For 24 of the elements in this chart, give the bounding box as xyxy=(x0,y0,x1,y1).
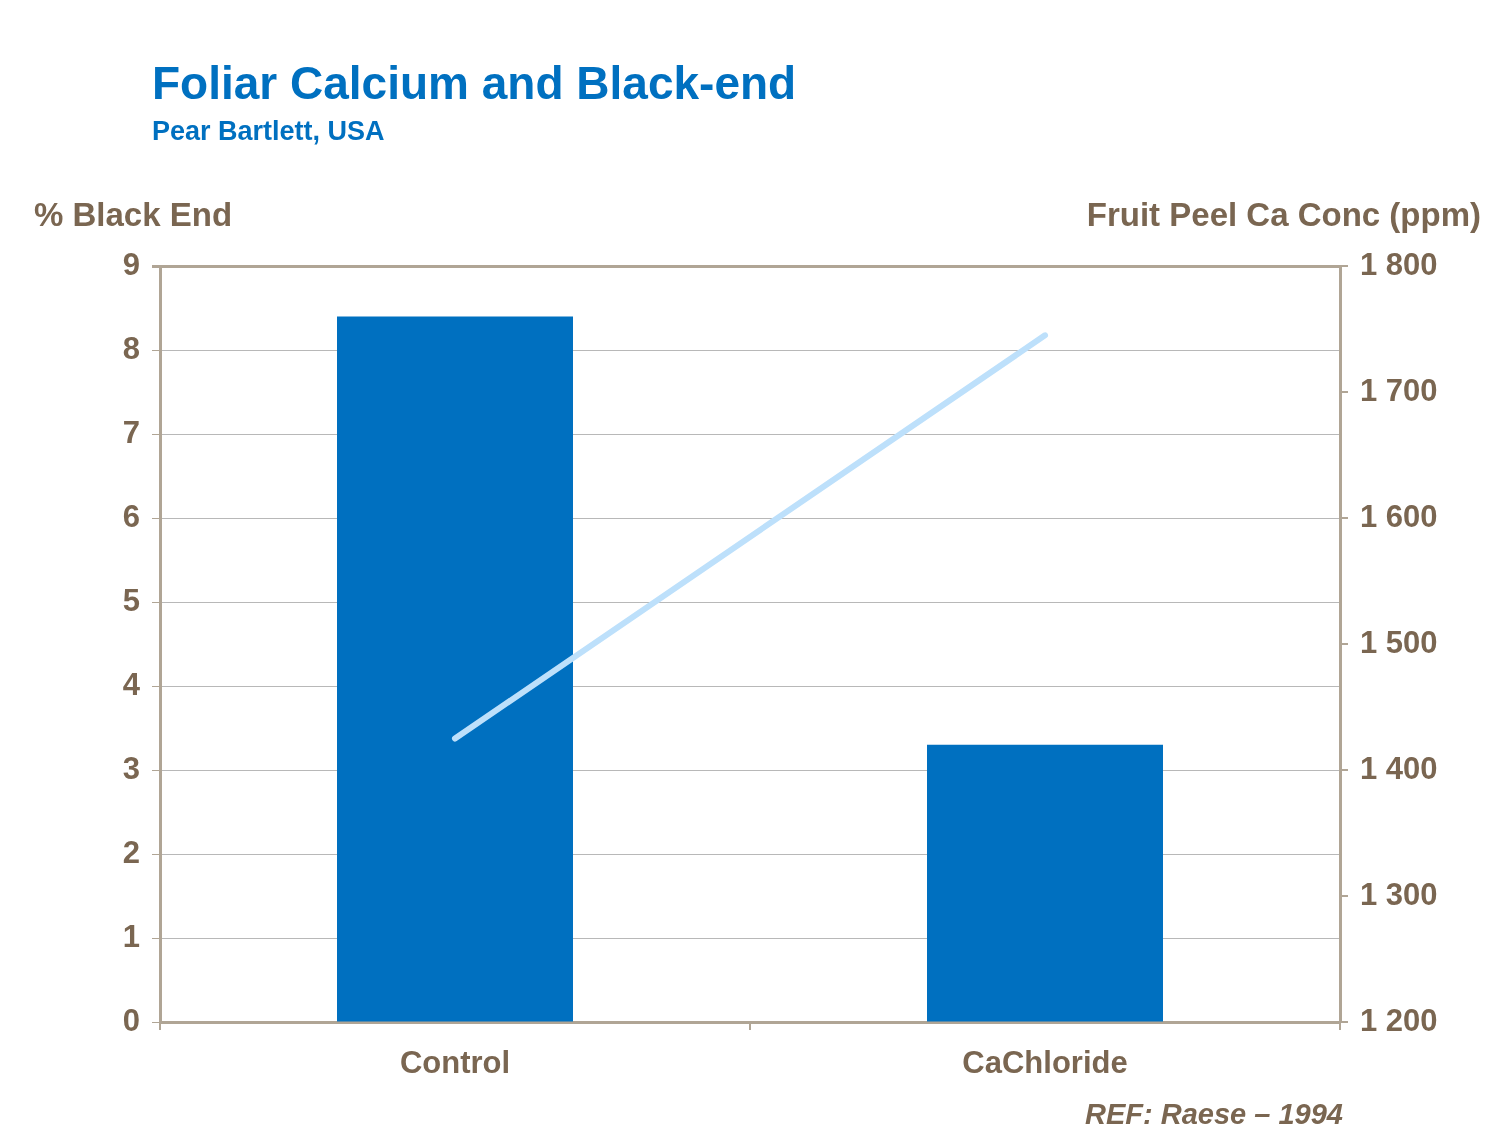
y-tick-label: 1 xyxy=(122,918,140,954)
y-tick-label: 5 xyxy=(122,582,140,618)
chart-subtitle: Pear Bartlett, USA xyxy=(152,116,385,147)
y2-axis-title: Fruit Peel Ca Conc (ppm) xyxy=(1086,196,1481,234)
y-tick-label: 8 xyxy=(122,330,140,366)
x-tick-label: Control xyxy=(399,1045,511,1081)
y-tick-label: 7 xyxy=(122,414,140,450)
x-tick-label: CaChloride xyxy=(962,1045,1128,1081)
text: REF: Raese – 1994 xyxy=(1085,1098,1343,1131)
y2-tick-label: 1 300 xyxy=(1360,876,1438,912)
y-tick-label: 6 xyxy=(122,498,140,534)
y2-tick-label: 1 200 xyxy=(1360,1002,1438,1038)
y-tick-label: 4 xyxy=(122,666,141,702)
y2-tick-label: 1 400 xyxy=(1360,750,1438,786)
y2-tick-label: 1 600 xyxy=(1360,498,1438,534)
y-axis-title: % Black End xyxy=(34,196,233,234)
y-tick-label: 0 xyxy=(122,1002,140,1038)
y-tick-label: 2 xyxy=(122,834,140,870)
y2-tick-label: 1 500 xyxy=(1360,624,1438,660)
y-tick-label: 3 xyxy=(122,750,140,786)
y2-tick-label: 1 700 xyxy=(1360,372,1438,408)
y2-tick-label: 1 800 xyxy=(1360,246,1438,282)
y-tick-label: 9 xyxy=(122,246,140,282)
chart-title: Foliar Calcium and Black-end xyxy=(152,56,797,110)
